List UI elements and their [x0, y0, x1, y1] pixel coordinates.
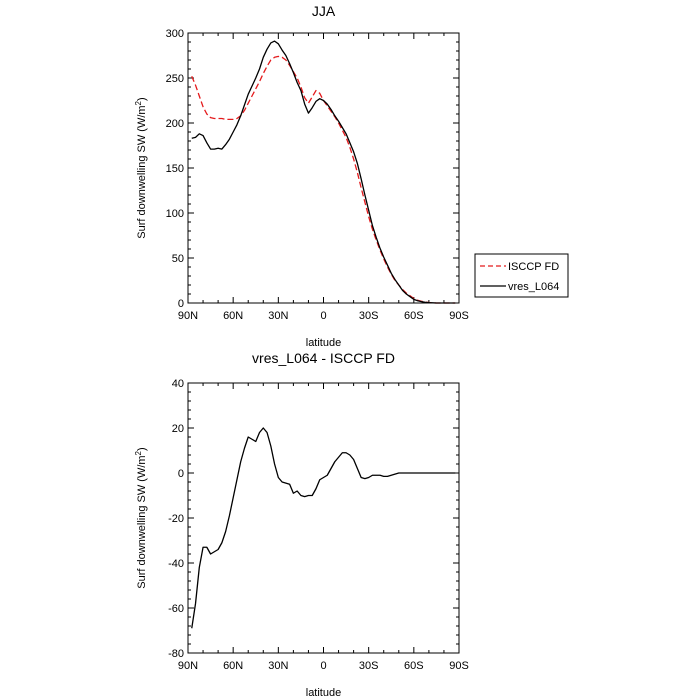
top-ytick-label-1: 50: [172, 253, 184, 265]
bottom-xtick-label-6: 90S: [449, 660, 469, 672]
bottom-ytick-label-6: 40: [172, 378, 184, 390]
top-series-line-vres-l064: [191, 40, 456, 304]
bottom-xtick-label-3: 0: [320, 660, 326, 672]
bottom-ytick-label-5: 20: [172, 423, 184, 435]
top-xtick-label-5: 60S: [404, 310, 424, 322]
legend-box: [474, 253, 569, 298]
bottom-chart-frame: [187, 382, 460, 654]
bottom-xtick-label-5: 60S: [404, 660, 424, 672]
top-chart-panel: JJA 90N 60N 30N 0 30S 60S 90S 0 50 100 150 200 250 30…: [134, 3, 569, 349]
top-xtick-label-3: 0: [320, 310, 326, 322]
top-chart-frame: [187, 32, 460, 304]
top-ytick-label-3: 150: [166, 163, 184, 175]
bottom-ytick-label-3: -20: [168, 513, 184, 525]
top-chart-axes: 90N 60N 30N 0 30S 60S 90S 0 50 100 150 200 250 300: [166, 28, 469, 322]
top-chart-title: JJA: [312, 3, 336, 19]
legend-label-vres: vres_L064: [508, 281, 559, 293]
bottom-xtick-label-4: 30S: [359, 660, 379, 672]
top-chart-xlabel: latitude: [306, 337, 341, 349]
top-xtick-label-0: 90N: [178, 310, 198, 322]
bottom-chart-title: vres_L064 - ISCCP FD: [252, 350, 395, 366]
bottom-chart-ylabel-close: ): [136, 447, 148, 451]
top-xtick-label-6: 90S: [449, 310, 469, 322]
top-xtick-label-4: 30S: [359, 310, 379, 322]
bottom-ytick-label-2: -40: [168, 558, 184, 570]
bottom-xtick-label-0: 90N: [178, 660, 198, 672]
top-series-line-isccp-fd: [191, 55, 456, 304]
top-ytick-label-5: 250: [166, 73, 184, 85]
top-chart-ylabel-close: ): [136, 97, 148, 101]
bottom-ytick-label-4: 0: [178, 468, 184, 480]
bottom-chart-xlabel: latitude: [306, 687, 341, 699]
top-xtick-label-1: 60N: [223, 310, 243, 322]
top-ytick-label-4: 200: [166, 118, 184, 130]
top-chart-ylabel-sup: 2: [134, 100, 143, 105]
bottom-chart-axes: 90N 60N 30N 0 30S 60S 90S -80 -60 -40 -20 0 20 40: [168, 378, 469, 672]
bottom-xtick-label-2: 30N: [268, 660, 288, 672]
top-ytick-label-0: 0: [178, 298, 184, 310]
bottom-ytick-label-0: -80: [168, 648, 184, 660]
top-chart-legend: ISCCP FD vres_L064: [474, 253, 569, 298]
legend-label-isccp: ISCCP FD: [508, 261, 559, 273]
bottom-chart-ylabel-main: Surf downwelling SW (W/m: [136, 455, 148, 588]
bottom-chart-panel: vres_L064 - ISCCP FD 90N 60N 30N 0 30S 60S 90S…: [134, 350, 469, 699]
top-ytick-label-2: 100: [166, 208, 184, 220]
bottom-chart-series: [191, 427, 456, 629]
bottom-ytick-label-1: -60: [168, 603, 184, 615]
bottom-series-line-vres-l064-isccp-fd: [191, 427, 456, 629]
top-xtick-label-2: 30N: [268, 310, 288, 322]
bottom-chart-ylabel: Surf downwelling SW (W/m2): [134, 447, 148, 588]
top-chart-ylabel-main: Surf downwelling SW (W/m: [136, 105, 148, 238]
top-chart-series: [191, 40, 456, 304]
top-ytick-label-6: 300: [166, 28, 184, 40]
bottom-chart-ylabel-sup: 2: [134, 450, 143, 455]
bottom-xtick-label-1: 60N: [223, 660, 243, 672]
top-chart-ylabel: Surf downwelling SW (W/m2): [134, 97, 148, 238]
